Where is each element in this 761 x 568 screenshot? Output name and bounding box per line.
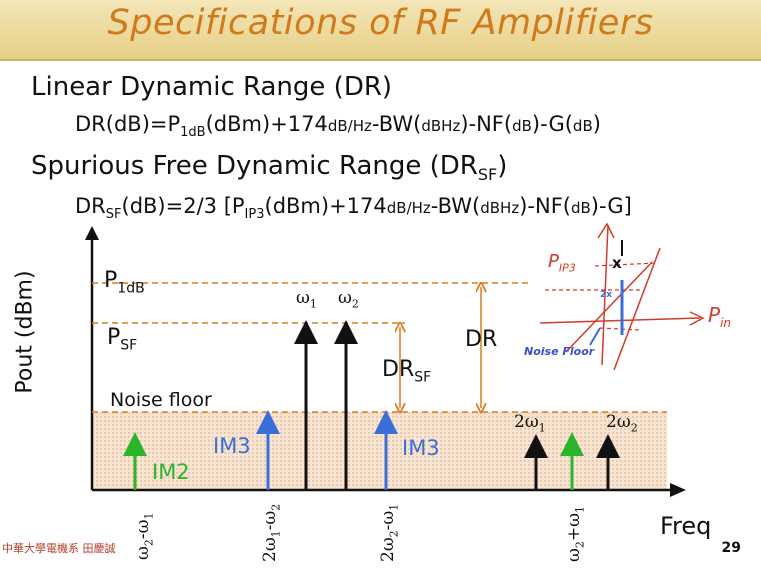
y-axis-label: Pout (dBm) — [12, 270, 38, 394]
title-bar: Specifications of RF Amplifiers — [0, 0, 761, 61]
drsf-label: DRSF — [382, 357, 432, 386]
page-number: 29 — [721, 540, 741, 556]
im2-label: IM2 — [152, 460, 190, 484]
x-axis-arrowhead — [670, 483, 686, 497]
inset-noise-floor-label: Noise Floor — [524, 345, 595, 358]
slide-title: Specifications of RF Amplifiers — [107, 3, 654, 43]
im3-right-label: IM3 — [402, 436, 440, 460]
inset-2x-label: 2x — [600, 290, 613, 300]
sfdr-equation: DRSF(dB)=2/3 [PIP3(dBm)+174dB/Hz-BW(dBHz… — [75, 194, 632, 223]
inset-x-mark: x — [612, 254, 622, 272]
omega1-label: ω1 — [296, 288, 317, 311]
two-omega2-label: 2ω2 — [606, 412, 638, 435]
xtick-2omega2-minus-omega1: 2ω2-ω1 — [378, 503, 401, 562]
ip3-inset-sketch — [539, 222, 705, 371]
dr-equation: DR(dB)=P1dB(dBm)+174dB/Hz-BW(dBHz)-NF(dB… — [75, 112, 601, 141]
two-omega1-label: 2ω1 — [514, 412, 546, 435]
xtick-2omega1-minus-omega2: 2ω1-ω2 — [260, 503, 283, 562]
linear-dr-heading: Linear Dynamic Range (DR) — [31, 72, 393, 102]
footer-institution: 中華大學電機系 田慶誠 — [2, 542, 116, 555]
dr-label: DR — [465, 327, 498, 352]
sfdr-heading: Spurious Free Dynamic Range (DRSF) — [31, 151, 508, 185]
xtick-omega2-minus-omega1: ω2-ω1 — [133, 512, 156, 560]
omega2-label: ω2 — [338, 288, 359, 311]
x-axis-label: Freq — [660, 512, 712, 540]
inset-pin-label: Pin — [708, 303, 732, 330]
im3-left-label: IM3 — [213, 434, 251, 458]
inset-pip3-label: PIP3 — [548, 251, 576, 275]
psf-label: PSF — [107, 325, 138, 354]
noise-floor-label: Noise floor — [110, 389, 212, 411]
y-axis-arrowhead — [85, 226, 99, 240]
xtick-omega2-plus-omega1: ω2+ω1 — [564, 506, 587, 562]
p1db-label: P1dB — [104, 268, 145, 297]
